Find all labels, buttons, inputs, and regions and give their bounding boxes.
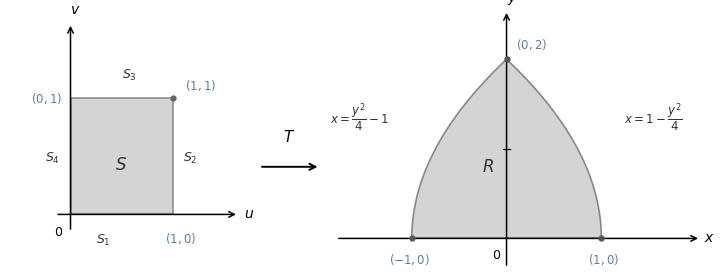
Text: $x$: $x$: [703, 231, 714, 245]
Text: $(0,2)$: $(0,2)$: [516, 37, 547, 52]
Text: $(1,1)$: $(1,1)$: [185, 78, 216, 93]
Text: $u$: $u$: [244, 207, 254, 221]
Text: $S_1$: $S_1$: [96, 233, 110, 248]
Text: $v$: $v$: [71, 3, 81, 17]
Text: $y$: $y$: [507, 0, 518, 7]
Text: $R$: $R$: [482, 158, 494, 176]
Text: $0$: $0$: [492, 249, 501, 262]
Text: $S_4$: $S_4$: [45, 151, 60, 166]
Text: $(0,1)$: $(0,1)$: [31, 91, 63, 106]
Text: $S_3$: $S_3$: [122, 68, 137, 83]
Text: $0$: $0$: [54, 226, 63, 239]
Text: $(1,0)$: $(1,0)$: [588, 252, 618, 267]
Text: $(-1,0)$: $(-1,0)$: [390, 252, 431, 267]
Text: $x=\dfrac{y^2}{4}-1$: $x=\dfrac{y^2}{4}-1$: [330, 101, 390, 134]
Text: $T$: $T$: [283, 128, 296, 145]
Polygon shape: [412, 59, 601, 239]
Polygon shape: [71, 98, 173, 214]
Text: $S$: $S$: [115, 155, 127, 173]
Text: $(1,0)$: $(1,0)$: [165, 231, 197, 246]
Text: $x=1-\dfrac{y^2}{4}$: $x=1-\dfrac{y^2}{4}$: [624, 101, 683, 134]
Text: $S_2$: $S_2$: [183, 151, 197, 166]
